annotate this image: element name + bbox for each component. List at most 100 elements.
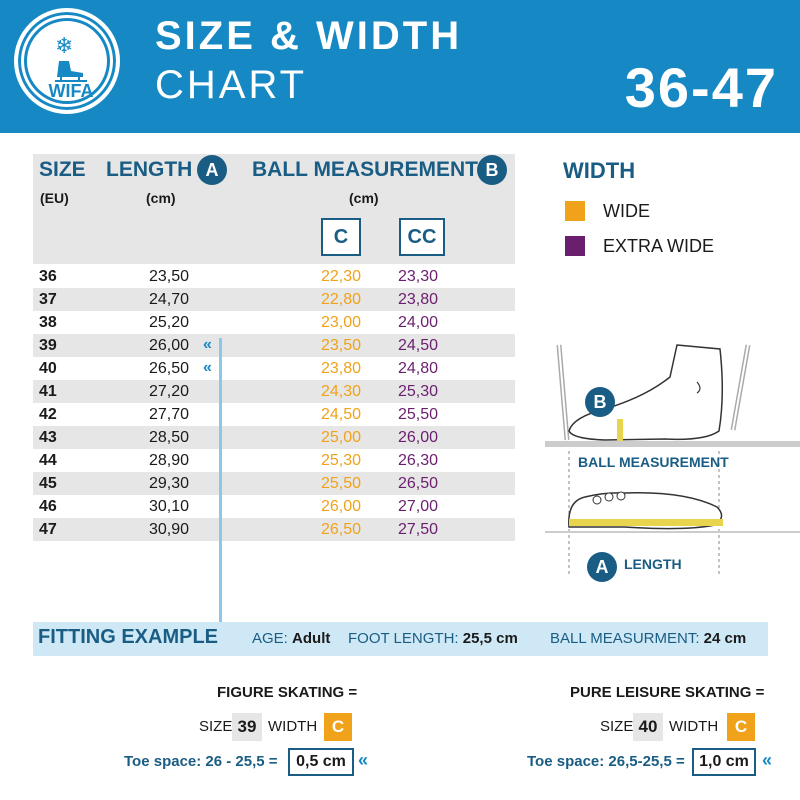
- size-cell: 38: [39, 314, 57, 331]
- length-label: LENGTH: [624, 556, 682, 572]
- extra-wide-label: EXTRA WIDE: [603, 236, 715, 256]
- left-toe-space: Toe space: 26 - 25,5 =: [124, 753, 278, 770]
- right-toe-result: 1,0 cm: [692, 748, 756, 776]
- c-cell: 24,30: [321, 383, 362, 400]
- left-size-value: 39: [232, 713, 262, 741]
- c-cell: 25,30: [321, 452, 362, 469]
- leisure-skating-heading: PURE LEISURE SKATING =: [570, 684, 765, 701]
- table-row: 40 26,50 « 23,80 24,80: [33, 357, 515, 380]
- right-toe-space: Toe space: 26,5-25,5 =: [527, 753, 685, 770]
- figure-skating-heading: FIGURE SKATING =: [217, 684, 358, 701]
- size-cell: 42: [39, 406, 57, 423]
- cc-cell: 24,50: [398, 337, 439, 354]
- col-ball-header: BALL MEASUREMENT: [252, 158, 478, 181]
- col-size-header: SIZE: [39, 158, 86, 181]
- table-row: 47 30,90 26,50 27,50: [33, 518, 515, 541]
- size-cell: 44: [39, 452, 57, 469]
- c-cell: 24,50: [321, 406, 362, 423]
- ball-badge: B: [477, 155, 507, 185]
- diagram-ball-badge: B: [585, 387, 615, 417]
- header-banner: ❄ WIFA SIZE & WIDTH CHART 36-47: [0, 0, 800, 133]
- length-cell: 28,90: [149, 452, 190, 469]
- foot-length-label: FOOT LENGTH:: [348, 630, 459, 647]
- size-cell: 41: [39, 383, 57, 400]
- ball-measurement-value: 24 cm: [703, 630, 747, 647]
- right-size-label: SIZE: [600, 718, 634, 735]
- foot-length-info: FOOT LENGTH: 25,5 cm: [348, 630, 518, 647]
- length-cell: 24,70: [149, 291, 190, 308]
- col-ball-unit: (cm): [349, 190, 379, 206]
- cc-cell: 26,30: [398, 452, 439, 469]
- wifa-logo: ❄ WIFA: [14, 8, 120, 114]
- length-cell: 30,90: [149, 521, 190, 538]
- ball-measurement-label-fit: BALL MEASURMENT:: [550, 630, 700, 647]
- length-cell: 27,70: [149, 406, 190, 423]
- c-cell: 26,50: [321, 521, 362, 538]
- size-cell: 45: [39, 475, 57, 492]
- left-size-label: SIZE: [199, 718, 233, 735]
- left-width-value: C: [324, 713, 352, 741]
- size-cell: 47: [39, 521, 57, 538]
- table-row: 44 28,90 25,30 26,30: [33, 449, 515, 472]
- size-cell: 43: [39, 429, 57, 446]
- length-cell: 25,20: [149, 314, 190, 331]
- foot-length-value: 25,5 cm: [462, 630, 518, 647]
- chevron-left-icon: «: [358, 750, 369, 770]
- age-label: AGE:: [252, 630, 288, 647]
- col-length-header: LENGTH: [106, 158, 193, 181]
- col-size-unit: (EU): [40, 190, 69, 206]
- ball-measurement-label: BALL MEASUREMENT: [578, 454, 729, 470]
- skate-icon: [55, 61, 87, 82]
- wide-swatch: [565, 201, 585, 221]
- cc-cell: 23,30: [398, 268, 439, 285]
- snowflake-icon: ❄: [55, 33, 74, 58]
- page-subtitle: CHART: [155, 63, 308, 107]
- length-cell: 23,50: [149, 268, 190, 285]
- col-c-header: C: [321, 218, 361, 256]
- logo-text: WIFA: [48, 81, 94, 101]
- connector-line: [219, 338, 222, 622]
- cc-cell: 27,50: [398, 521, 439, 538]
- age-value: Adult: [292, 630, 331, 647]
- size-cell: 36: [39, 268, 57, 285]
- length-cell: 27,20: [149, 383, 190, 400]
- table-row: 42 27,70 24,50 25,50: [33, 403, 515, 426]
- length-cell: 26,50: [149, 360, 190, 377]
- c-cell: 26,00: [321, 498, 362, 515]
- c-cell: 25,50: [321, 475, 362, 492]
- length-cell: 29,30: [149, 475, 190, 492]
- chevron-left-icon: «: [203, 359, 212, 376]
- page-title: SIZE & WIDTH: [155, 14, 463, 58]
- table-row: 36 23,50 22,30 23,30: [33, 265, 515, 288]
- right-width-value: C: [727, 713, 755, 741]
- c-cell: 23,80: [321, 360, 362, 377]
- logo-ring: ❄ WIFA: [24, 18, 110, 104]
- cc-cell: 25,30: [398, 383, 439, 400]
- right-width-label: WIDTH: [669, 718, 719, 735]
- width-legend-title: WIDTH: [563, 158, 636, 183]
- cc-cell: 25,50: [398, 406, 439, 423]
- chevron-left-icon: «: [762, 750, 773, 770]
- diagram-length-badge: A: [587, 552, 617, 582]
- col-cc-header: CC: [399, 218, 445, 256]
- c-cell: 25,00: [321, 429, 362, 446]
- foot-diagram: [545, 344, 800, 575]
- length-cell: 30,10: [149, 498, 190, 515]
- c-cell: 22,80: [321, 291, 362, 308]
- chevron-left-icon: «: [203, 336, 212, 353]
- table-row: 37 24,70 22,80 23,80: [33, 288, 515, 311]
- cc-cell: 26,50: [398, 475, 439, 492]
- size-cell: 40: [39, 360, 57, 377]
- fitting-example-title: FITTING EXAMPLE: [38, 626, 218, 648]
- length-badge: A: [197, 155, 227, 185]
- ball-measurement-info: BALL MEASURMENT: 24 cm: [550, 630, 746, 647]
- length-cell: 28,50: [149, 429, 190, 446]
- length-cell: 26,00: [149, 337, 190, 354]
- cc-cell: 26,00: [398, 429, 439, 446]
- cc-cell: 24,80: [398, 360, 439, 377]
- size-range: 36-47: [624, 56, 778, 119]
- cc-cell: 24,00: [398, 314, 439, 331]
- table-row: 38 25,20 23,00 24,00: [33, 311, 515, 334]
- c-cell: 22,30: [321, 268, 362, 285]
- size-cell: 46: [39, 498, 57, 515]
